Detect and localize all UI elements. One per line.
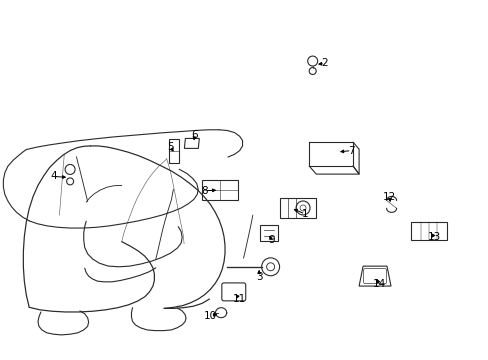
- Text: 14: 14: [371, 279, 385, 289]
- Text: 2: 2: [321, 58, 327, 68]
- Bar: [280, 198, 315, 218]
- Text: 4: 4: [50, 171, 57, 181]
- Text: 1: 1: [302, 209, 308, 219]
- Text: 12: 12: [382, 192, 395, 202]
- Text: 9: 9: [268, 235, 275, 245]
- Text: 3: 3: [255, 272, 262, 282]
- Bar: [202, 180, 238, 200]
- Text: 7: 7: [347, 145, 354, 156]
- Text: 10: 10: [203, 311, 217, 320]
- Bar: [287, 198, 296, 218]
- Bar: [410, 222, 446, 240]
- Text: 5: 5: [167, 142, 173, 152]
- Text: 8: 8: [201, 186, 207, 196]
- Text: 11: 11: [232, 294, 246, 304]
- Text: 6: 6: [191, 130, 198, 140]
- Text: 13: 13: [427, 232, 440, 242]
- Bar: [168, 139, 179, 163]
